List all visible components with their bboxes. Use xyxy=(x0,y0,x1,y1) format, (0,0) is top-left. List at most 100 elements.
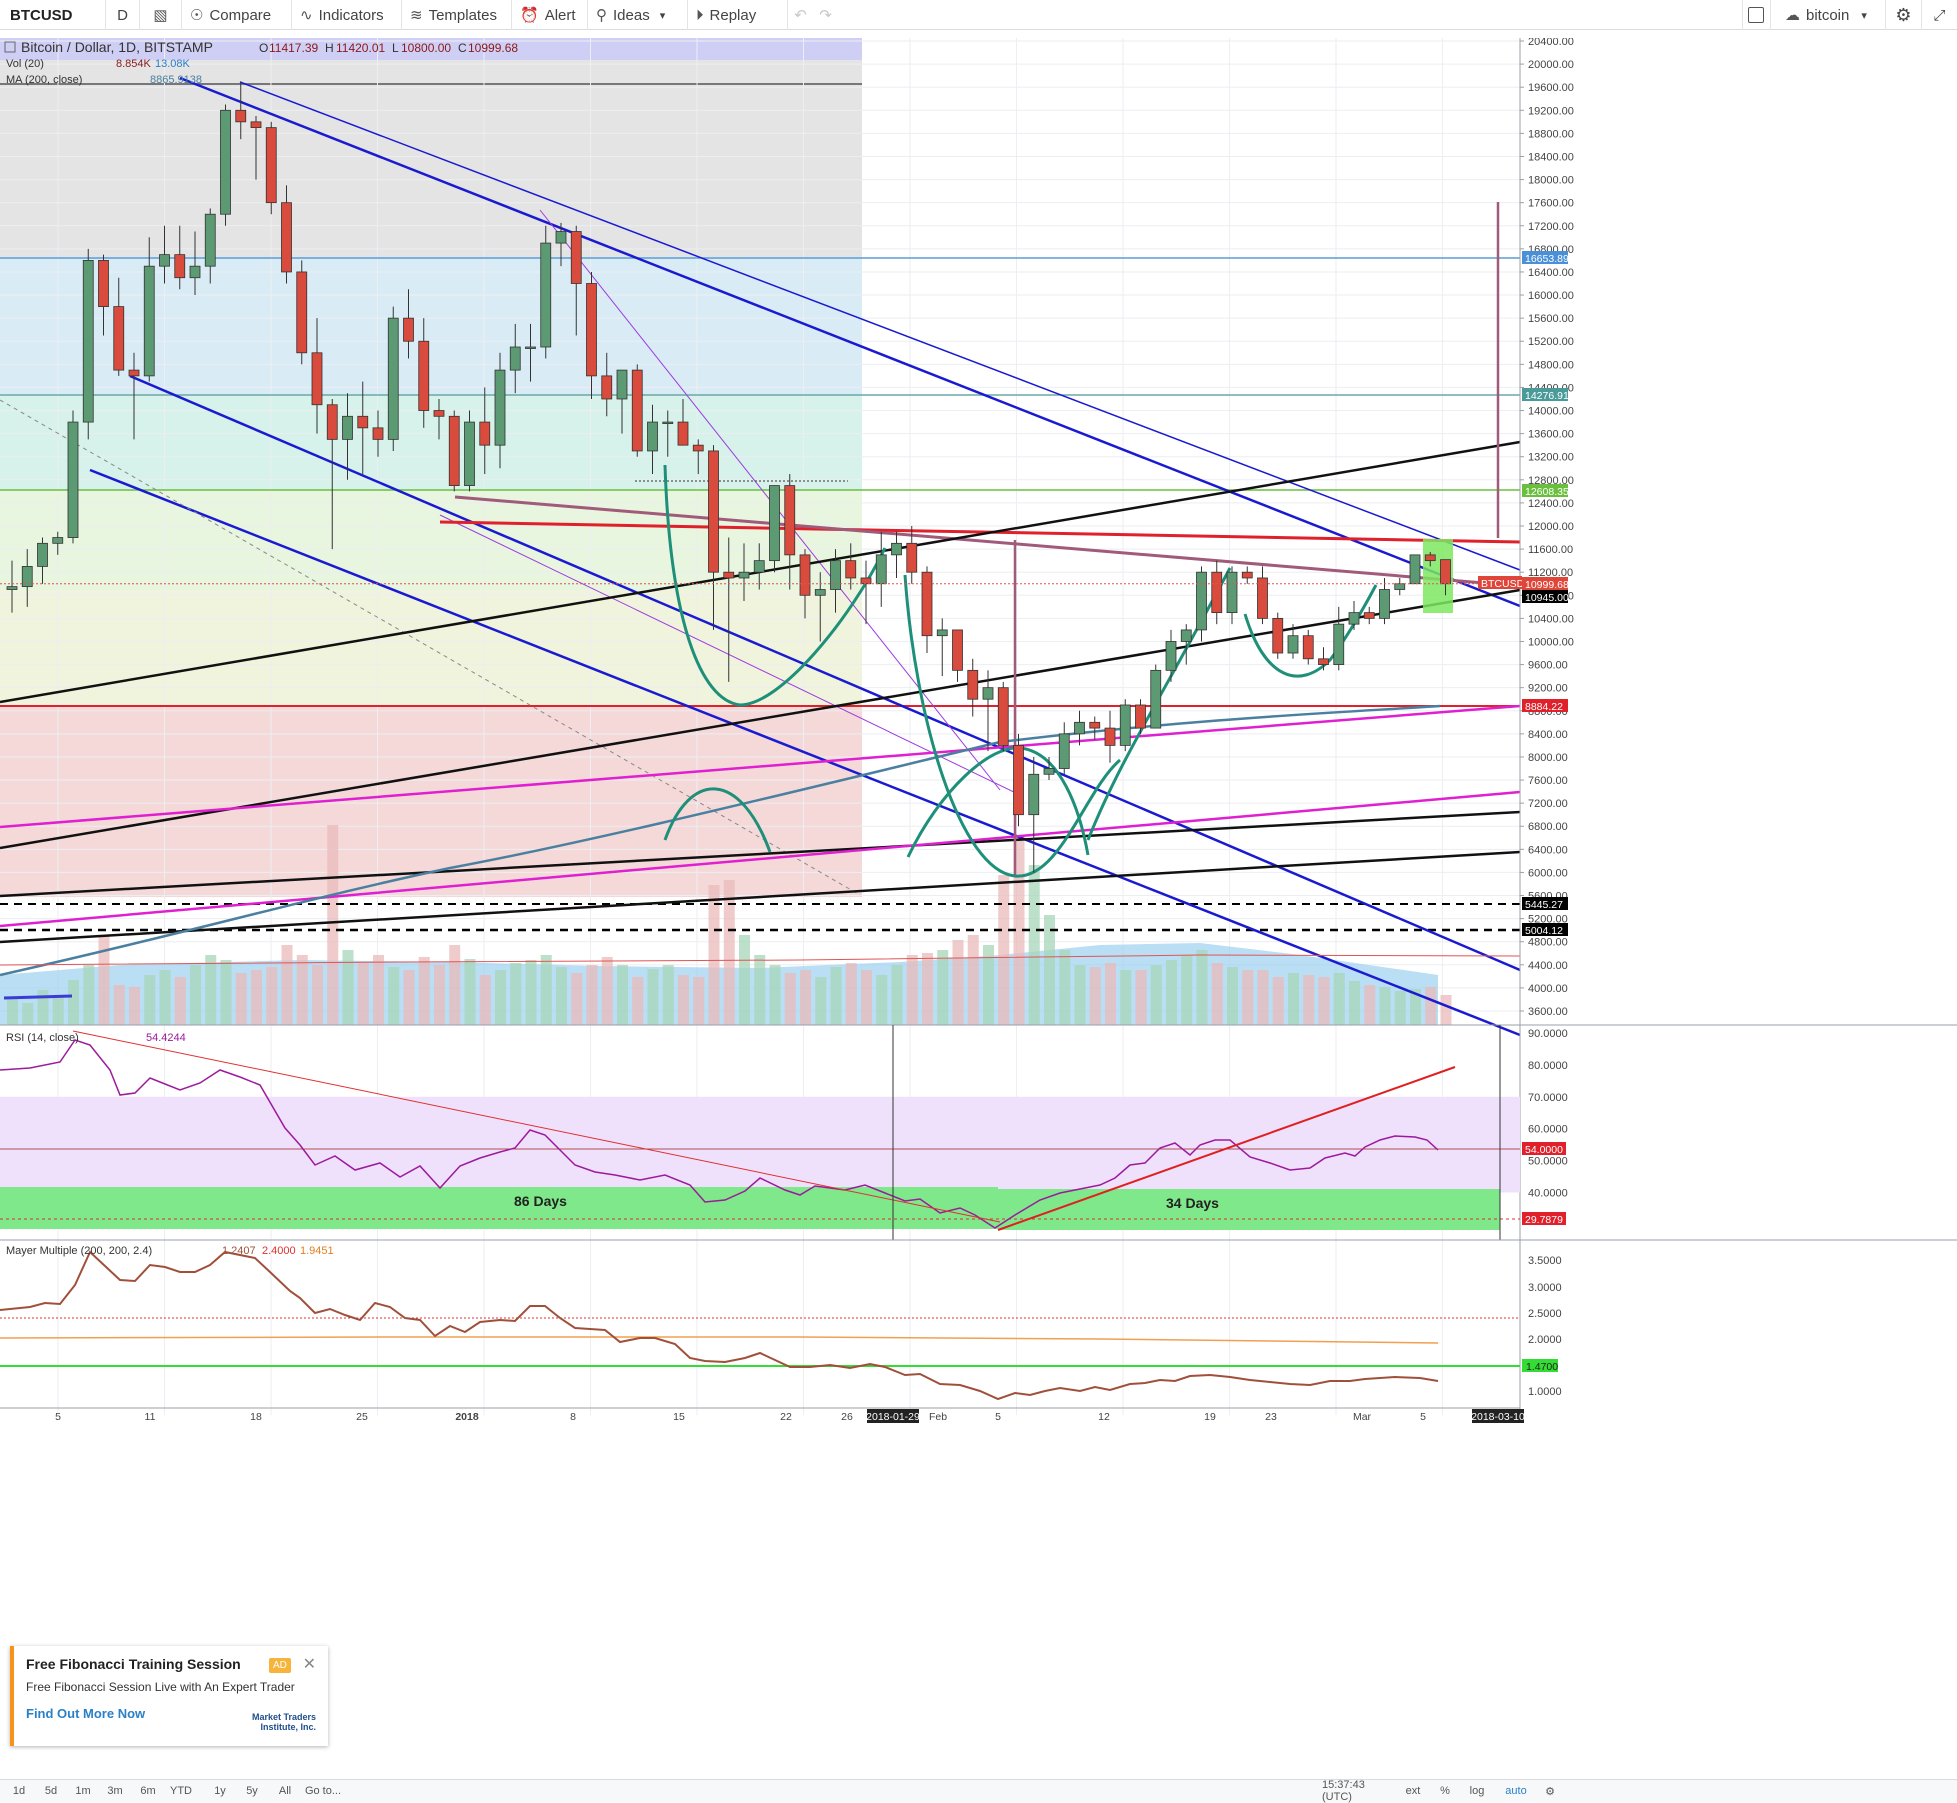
candle-body xyxy=(1394,583,1406,590)
ma-200-line xyxy=(0,704,1441,977)
mayer-axis-label: 1.0000 xyxy=(1528,1386,1562,1398)
symbol-search[interactable]: BTCUSD xyxy=(0,0,106,30)
volume-bar xyxy=(83,965,95,1025)
ext-toggle[interactable]: ext xyxy=(1405,1785,1421,1797)
alert-button[interactable]: ⏰ Alert xyxy=(512,0,588,30)
fullscreen-toggle-button[interactable] xyxy=(1742,0,1768,30)
goto-button[interactable]: Go to... xyxy=(304,1785,342,1797)
templates-button[interactable]: ≋ Templates xyxy=(402,0,512,30)
lightbulb-icon: ⚲ xyxy=(596,7,607,24)
rsi-axis-label: 60.0000 xyxy=(1528,1124,1568,1136)
ad-link[interactable]: Find Out More Now xyxy=(26,1706,146,1721)
rsi-uptrend-line xyxy=(997,1066,1456,1231)
price-axis[interactable]: 20400.00 20000.00 19600.00 19200.00 18800.00… xyxy=(1478,33,1957,1415)
candles-icon: ▧ xyxy=(153,7,168,24)
volume-bar xyxy=(342,950,354,1025)
ideas-button[interactable]: ⚲ Ideas ▾ xyxy=(588,0,688,30)
candle-body xyxy=(952,629,963,671)
chart-canvas[interactable]: Bitcoin / Dollar, 1D, BITSTAMP O 11417.39 H… xyxy=(0,33,1957,1783)
mayer-line xyxy=(0,1250,1439,1401)
chevron-down-icon: ▾ xyxy=(1861,9,1867,22)
compare-button[interactable]: ☉ Compare xyxy=(182,0,292,30)
price-tag-label: 16653.89 xyxy=(1525,253,1569,265)
time-axis[interactable]: 5 11 18 25 2018 8 15 22 26 2018-01-29 Feb 5 12 19 23 Ma… xyxy=(0,1407,1525,1423)
volume-bar xyxy=(403,970,415,1025)
candle-body xyxy=(647,421,658,452)
range-button-3m[interactable]: 3m xyxy=(107,1785,123,1797)
price-tick-label: 7200.00 xyxy=(1528,798,1568,810)
price-tag xyxy=(1522,590,1568,603)
candle-body xyxy=(1074,721,1085,735)
indicators-button[interactable]: ∿ Indicators xyxy=(292,0,402,30)
candle-body xyxy=(982,687,994,700)
range-button-All[interactable]: All xyxy=(278,1785,292,1797)
close-icon[interactable]: ✕ xyxy=(302,1656,316,1673)
range-button-YTD[interactable]: YTD xyxy=(170,1785,192,1797)
price-tag xyxy=(1478,576,1522,589)
volume-bar xyxy=(434,965,445,1025)
volume-legend-ma: 13.08K xyxy=(155,58,191,70)
candle-body xyxy=(21,566,33,588)
price-tick-label: 8400.00 xyxy=(1528,729,1568,741)
price-tick-label: 6400.00 xyxy=(1528,844,1568,856)
chart-area[interactable]: Bitcoin / Dollar, 1D, BITSTAMP O 11417.39 H… xyxy=(0,33,1957,1783)
time-label: 23 xyxy=(1265,1411,1277,1423)
candle-body xyxy=(98,260,109,307)
range-button-5y[interactable]: 5y xyxy=(246,1785,258,1797)
candle-body xyxy=(342,415,353,440)
volume-bar xyxy=(1318,977,1330,1025)
candle-body xyxy=(586,283,597,377)
volume-bar xyxy=(1074,965,1086,1025)
fib-zone xyxy=(0,394,862,490)
pattern-arc xyxy=(903,574,1121,878)
expand-button[interactable]: ⤢ xyxy=(1922,0,1957,30)
range-button-1m[interactable]: 1m xyxy=(75,1785,91,1797)
gear-icon[interactable]: ⚙ xyxy=(1545,1785,1555,1798)
volume-bar xyxy=(678,975,689,1025)
time-label-box xyxy=(1472,1409,1524,1423)
volume-bar xyxy=(159,970,171,1025)
volume-bar xyxy=(540,955,552,1025)
redo-icon[interactable]: ↷ xyxy=(819,7,832,24)
range-button-5d[interactable]: 5d xyxy=(44,1785,58,1797)
price-tag xyxy=(1522,388,1568,401)
rsi-tag xyxy=(1522,1212,1566,1225)
layout-menu[interactable]: ☁ bitcoin ▾ xyxy=(1770,0,1886,30)
black-trendline-2 xyxy=(0,588,1521,850)
volume-bar xyxy=(617,965,628,1025)
undo-redo-group: ↶ ↷ xyxy=(788,0,838,30)
range-button-1y[interactable]: 1y xyxy=(214,1785,226,1797)
volume-bar xyxy=(220,960,232,1025)
interval-button[interactable]: D xyxy=(106,0,140,30)
rsi-tag-label: 54.0000 xyxy=(1525,1144,1563,1156)
log-toggle[interactable]: log xyxy=(1469,1785,1485,1797)
time-label: 25 xyxy=(356,1411,368,1423)
candle-body xyxy=(311,352,323,406)
range-button-1d[interactable]: 1d xyxy=(12,1785,26,1797)
ad-popup[interactable]: Free Fibonacci Training Session AD ✕ Fre… xyxy=(10,1646,328,1746)
volume-bar xyxy=(1379,987,1391,1025)
price-tick-label: 14000.00 xyxy=(1528,406,1574,418)
volume-bar xyxy=(1333,973,1345,1025)
mayer-legend-v2: 2.4000 xyxy=(262,1245,296,1257)
replay-button[interactable]: ⏵ Replay xyxy=(688,0,788,30)
undo-icon[interactable]: ↶ xyxy=(794,7,807,24)
price-tag xyxy=(1522,577,1568,590)
volume-bar xyxy=(998,875,1010,1025)
price-tick-label: 9200.00 xyxy=(1528,683,1568,695)
settings-button[interactable]: ⚙ xyxy=(1886,0,1922,30)
chart-style-button[interactable]: ▧ xyxy=(140,0,182,30)
candle-body xyxy=(1257,577,1268,619)
volume-bar xyxy=(22,1003,34,1025)
candle-body xyxy=(570,231,582,284)
range-button-6m[interactable]: 6m xyxy=(140,1785,156,1797)
auto-toggle[interactable]: auto xyxy=(1505,1785,1527,1797)
rsi-line xyxy=(0,1039,1439,1229)
candle-body xyxy=(1165,641,1177,671)
price-tick-label: 6000.00 xyxy=(1528,867,1568,879)
percent-toggle[interactable]: % xyxy=(1440,1785,1450,1797)
price-tick-label: 14800.00 xyxy=(1528,359,1574,371)
bottom-bar: 1d 5d 1m 3m 6m YTD 1y 5y All Go to... 15:37:43 (UT… xyxy=(0,1779,1957,1803)
pattern-arc xyxy=(663,787,772,853)
candle-body xyxy=(769,485,780,562)
